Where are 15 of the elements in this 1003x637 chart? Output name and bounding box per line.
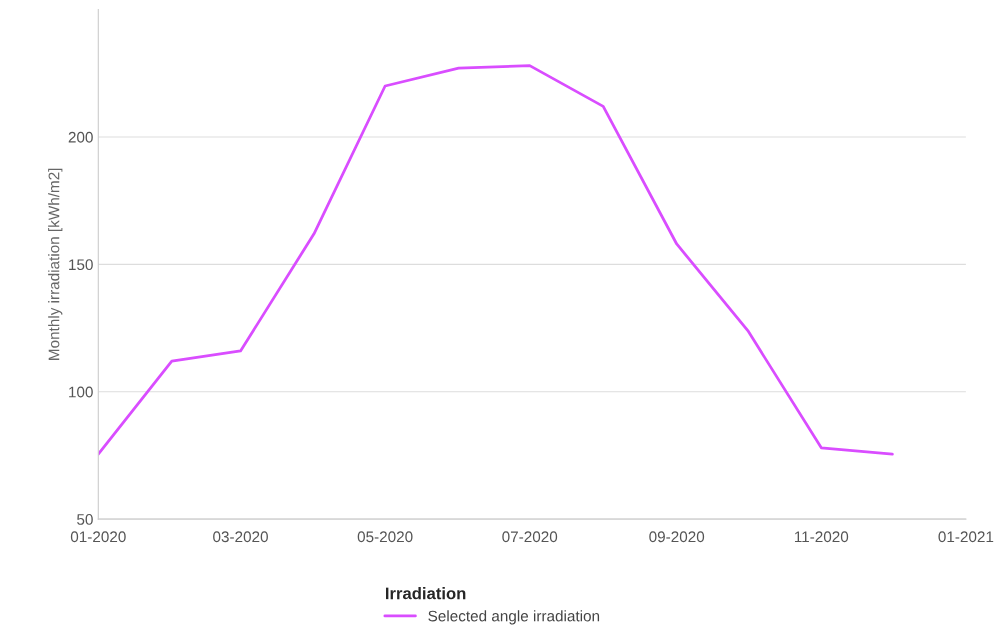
x-tick-label: 07-2020 [502, 531, 558, 543]
x-tick-label: 01-2020 [70, 531, 126, 543]
x-tick-label: 11-2020 [794, 531, 849, 543]
y-tick-label: 200 [68, 131, 93, 143]
y-tick-label: 100 [69, 386, 93, 398]
x-tick-label: 09-2020 [649, 531, 705, 543]
y-axis-title: Monthly irradiation [kWh/m2] [48, 168, 63, 360]
legend-label: Selected angle irradiation [428, 610, 600, 625]
x-tick-label: 05-2020 [357, 531, 413, 543]
x-tick-label: 01-2021 [938, 531, 994, 543]
y-tick-label: 50 [77, 514, 93, 525]
y-tick-label: 150 [69, 259, 93, 271]
x-tick-label: 03-2020 [213, 531, 268, 543]
legend-title: Irradiation [385, 587, 466, 600]
line-series [98, 64, 894, 456]
